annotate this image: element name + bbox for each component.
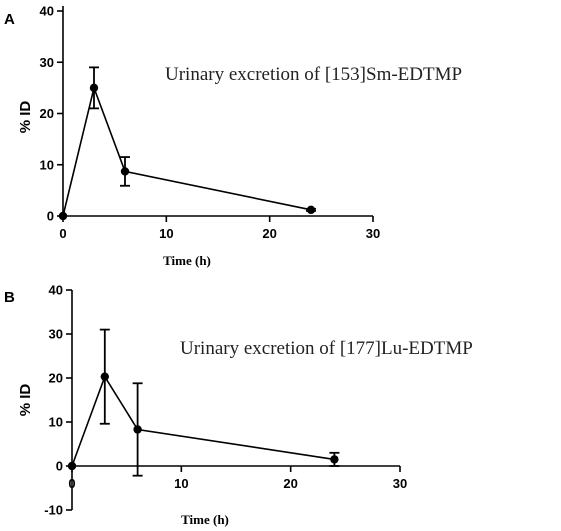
panel-a-y-tick-label: 20: [40, 106, 54, 121]
panel-b: B Urinary excretion of [177]Lu-EDTMP % I…: [4, 283, 473, 528]
panel-a-x-axis-label: Time (h): [163, 253, 211, 268]
panel-b-y-tick-label: 10: [49, 415, 63, 430]
panel-b-x-axis-label: Time (h): [181, 512, 229, 527]
panel-a-series-line: [62, 85, 312, 217]
panel-b-data-point: [330, 455, 339, 464]
panel-a-data-point: [120, 167, 130, 176]
panel-b-x-tick-label: 10: [174, 476, 188, 491]
panel-a-y-tick-label: 30: [40, 55, 54, 70]
panel-b-y-tick-label: 20: [49, 371, 63, 386]
panel-b-y-axis-label: % ID: [17, 384, 34, 417]
panel-b-ticks: -10 0 10 20 30 40 0 10 20 30: [44, 283, 407, 518]
panel-b-series-line: [71, 374, 335, 467]
panel-b-x-tick-label: 0: [68, 476, 75, 491]
panel-a: A Urinary excretion of [153]Sm-EDTMP % I…: [4, 4, 462, 269]
panel-a-y-axis-label: % ID: [17, 101, 34, 134]
panel-a-x-tick-label: 20: [262, 226, 276, 241]
panel-b-letter: B: [4, 289, 15, 306]
panel-a-y-tick-label: 10: [40, 157, 54, 172]
panel-a-y-tick-label: 40: [40, 4, 54, 19]
panel-a-y-tick-label: 0: [47, 209, 54, 224]
panel-a-data-point: [58, 211, 68, 221]
panel-a-data-point: [306, 205, 316, 215]
panel-b-x-tick-label: 30: [393, 476, 407, 491]
panel-b-y-tick-label: 0: [56, 459, 63, 474]
panel-b-x-tick-label: 20: [283, 476, 297, 491]
panel-b-data-point: [67, 461, 77, 471]
panel-a-annotation: Urinary excretion of [153]Sm-EDTMP: [165, 64, 462, 85]
panel-b-marks: [67, 328, 340, 477]
panel-b-y-tick-label: 40: [49, 283, 63, 298]
panel-b-annotation: Urinary excretion of [177]Lu-EDTMP: [180, 338, 473, 359]
panel-a-x-tick-label: 0: [59, 226, 66, 241]
panel-a-x-tick-label: 30: [366, 226, 380, 241]
panel-b-y-tick-label: 30: [49, 327, 63, 342]
panel-a-ticks: 0 10 20 30 40 0 10 20 30: [40, 4, 381, 242]
panel-a-marks: [58, 66, 316, 221]
panel-a-data-point: [89, 83, 99, 93]
panel-a-letter: A: [4, 11, 15, 28]
panel-b-data-point: [133, 425, 142, 434]
panel-b-data-point: [100, 372, 110, 381]
panel-b-y-tick-label: -10: [44, 503, 63, 518]
panel-a-x-tick-label: 10: [159, 226, 173, 241]
